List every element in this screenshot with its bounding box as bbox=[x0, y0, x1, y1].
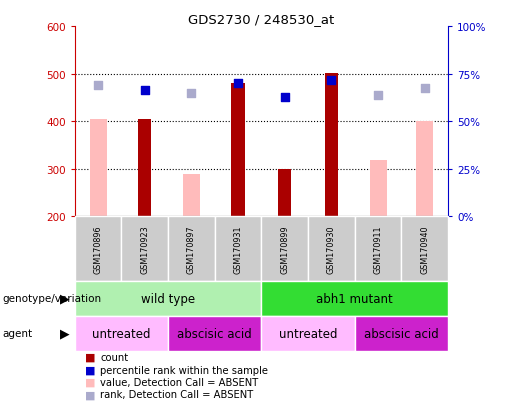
Text: agent: agent bbox=[3, 328, 32, 339]
Text: genotype/variation: genotype/variation bbox=[3, 293, 101, 304]
Bar bbox=[168, 316, 261, 351]
Text: untreated: untreated bbox=[279, 327, 337, 340]
Bar bbox=[90, 119, 107, 217]
Bar bbox=[401, 217, 448, 281]
Bar bbox=[168, 217, 215, 281]
Text: GSM170911: GSM170911 bbox=[373, 225, 383, 273]
Bar bbox=[370, 161, 387, 217]
Bar bbox=[261, 217, 308, 281]
Bar bbox=[278, 169, 291, 217]
Bar bbox=[75, 281, 261, 316]
Bar bbox=[261, 316, 355, 351]
Text: count: count bbox=[100, 352, 129, 362]
Text: wild type: wild type bbox=[141, 292, 195, 305]
Text: ▶: ▶ bbox=[60, 292, 70, 305]
Bar bbox=[308, 217, 355, 281]
Text: abh1 mutant: abh1 mutant bbox=[316, 292, 393, 305]
Text: ■: ■ bbox=[85, 365, 95, 375]
Bar bbox=[138, 119, 151, 217]
Text: percentile rank within the sample: percentile rank within the sample bbox=[100, 365, 268, 375]
Text: abscisic acid: abscisic acid bbox=[177, 327, 252, 340]
Point bbox=[281, 95, 289, 102]
Text: GSM170940: GSM170940 bbox=[420, 225, 429, 273]
Text: ■: ■ bbox=[85, 389, 95, 399]
Text: GSM170897: GSM170897 bbox=[187, 225, 196, 273]
Bar bbox=[325, 74, 338, 217]
Point bbox=[234, 81, 242, 87]
Bar bbox=[215, 217, 261, 281]
Text: GSM170931: GSM170931 bbox=[233, 225, 243, 273]
Bar bbox=[355, 217, 401, 281]
Point bbox=[421, 85, 429, 92]
Bar bbox=[75, 217, 122, 281]
Bar bbox=[75, 316, 168, 351]
Text: GSM170899: GSM170899 bbox=[280, 225, 289, 273]
Text: ■: ■ bbox=[85, 377, 95, 387]
Text: ▶: ▶ bbox=[60, 327, 70, 340]
Point bbox=[187, 90, 196, 97]
Bar bbox=[261, 281, 448, 316]
Text: abscisic acid: abscisic acid bbox=[364, 327, 439, 340]
Text: GSM170930: GSM170930 bbox=[327, 225, 336, 273]
Bar bbox=[355, 316, 448, 351]
Text: rank, Detection Call = ABSENT: rank, Detection Call = ABSENT bbox=[100, 389, 254, 399]
Point bbox=[327, 77, 335, 84]
Bar bbox=[416, 122, 433, 217]
Bar bbox=[232, 84, 245, 217]
Bar bbox=[183, 174, 200, 217]
Text: GSM170896: GSM170896 bbox=[94, 225, 102, 273]
Text: value, Detection Call = ABSENT: value, Detection Call = ABSENT bbox=[100, 377, 259, 387]
Point bbox=[141, 88, 149, 94]
Text: untreated: untreated bbox=[92, 327, 150, 340]
Text: GSM170923: GSM170923 bbox=[140, 225, 149, 273]
Text: ■: ■ bbox=[85, 352, 95, 362]
Bar bbox=[122, 217, 168, 281]
Point bbox=[374, 93, 382, 99]
Point bbox=[94, 83, 102, 90]
Title: GDS2730 / 248530_at: GDS2730 / 248530_at bbox=[188, 13, 334, 26]
